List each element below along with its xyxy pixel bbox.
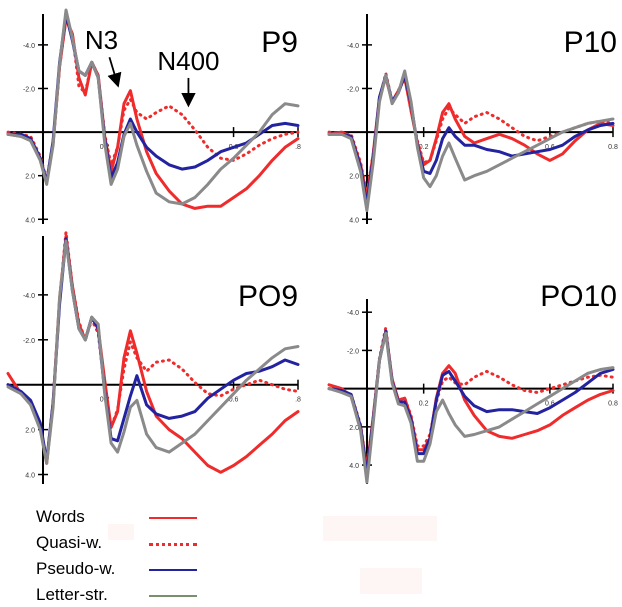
series-line-quasi-w <box>327 71 615 197</box>
y-tick-label: -2.0 <box>347 86 359 93</box>
series-line-words <box>6 235 300 474</box>
series-line-words <box>6 17 300 210</box>
y-tick-label: 2.0 <box>349 425 359 432</box>
x-tick-label: .8 <box>295 397 301 404</box>
y-tick-label: 2.0 <box>349 174 359 181</box>
x-tick-label: 0.6 <box>229 397 239 404</box>
legend-label-pseudo-words: Pseudo-w. <box>36 559 116 578</box>
series-line-letter-str <box>6 8 300 206</box>
y-tick-label: -2.0 <box>23 86 35 93</box>
y-tick-label: 4.0 <box>349 217 359 224</box>
annotation-n400: N400 <box>157 46 219 76</box>
blank-patch <box>360 568 422 594</box>
legend-item-pseudo-words: Pseudo-w. <box>36 558 236 580</box>
y-tick-label: 4.0 <box>25 217 35 224</box>
y-tick-label: 2.0 <box>25 174 35 181</box>
panel-title: P10 <box>564 26 617 59</box>
legend-item-letter-strings: Letter-str. <box>36 584 236 606</box>
series-line-letter-str <box>6 239 300 465</box>
panel-title: PO10 <box>540 280 617 313</box>
legend-label-quasi-words: Quasi-w. <box>36 533 103 552</box>
legend: Words Quasi-w. Pseudo-w. Letter-str. <box>0 500 230 607</box>
legend-swatch-letter-strings <box>149 595 197 597</box>
series-line-pseudo-w <box>327 329 615 477</box>
x-tick-label: 0.2 <box>419 401 429 408</box>
legend-swatch-pseudo-words <box>149 569 197 571</box>
annotation-n3: N3 <box>85 25 118 55</box>
y-tick-label: -2.0 <box>23 338 35 345</box>
y-tick-label: 2.0 <box>25 428 35 435</box>
y-tick-label: 4.0 <box>349 463 359 470</box>
panel-title: P9 <box>261 26 298 59</box>
legend-label-words: Words <box>36 507 85 526</box>
blank-patch <box>323 516 437 541</box>
x-tick-label: .8 <box>295 144 301 151</box>
legend-swatch-words <box>149 517 197 519</box>
panel-po10: -4.0 -2.0 2.0 4.0 0.2 0.6 0.8 PO10 <box>327 280 618 484</box>
y-tick-label: -4.0 <box>23 43 35 50</box>
blank-patch <box>108 524 134 540</box>
y-tick-label: -4.0 <box>347 310 359 317</box>
y-tick-label: -4.0 <box>347 43 359 50</box>
series-line-letter-str <box>327 331 615 484</box>
annotation-arrow <box>107 56 122 88</box>
legend-item-quasi-words: Quasi-w. <box>36 532 236 554</box>
x-tick-label: 0.6 <box>545 401 555 408</box>
x-tick-label: 0.8 <box>608 401 618 408</box>
panel-title: PO9 <box>238 280 298 313</box>
legend-item-words: Words <box>36 506 236 528</box>
series-line-quasi-w <box>6 230 300 463</box>
x-tick-label: 0.8 <box>608 144 618 151</box>
panel-p10: -4.0 -2.0 2.0 4.0 0.2 0.6 0.8 P10 <box>327 14 618 224</box>
panels-group: -4.0 -2.0 2.0 4.0 0.2 0.6 .8 P9 N3 N400 -4.0 -2.0 2.… <box>6 8 618 484</box>
series-line-letter-str <box>327 69 615 213</box>
x-tick-label: 0.2 <box>419 144 429 151</box>
legend-swatch-quasi-words <box>149 543 197 546</box>
y-tick-label: 4.0 <box>25 473 35 480</box>
legend-label-letter-strings: Letter-str. <box>36 585 108 604</box>
y-tick-label: -2.0 <box>347 348 359 355</box>
x-tick-label: 0.6 <box>545 144 555 151</box>
y-tick-label: -4.0 <box>23 293 35 300</box>
